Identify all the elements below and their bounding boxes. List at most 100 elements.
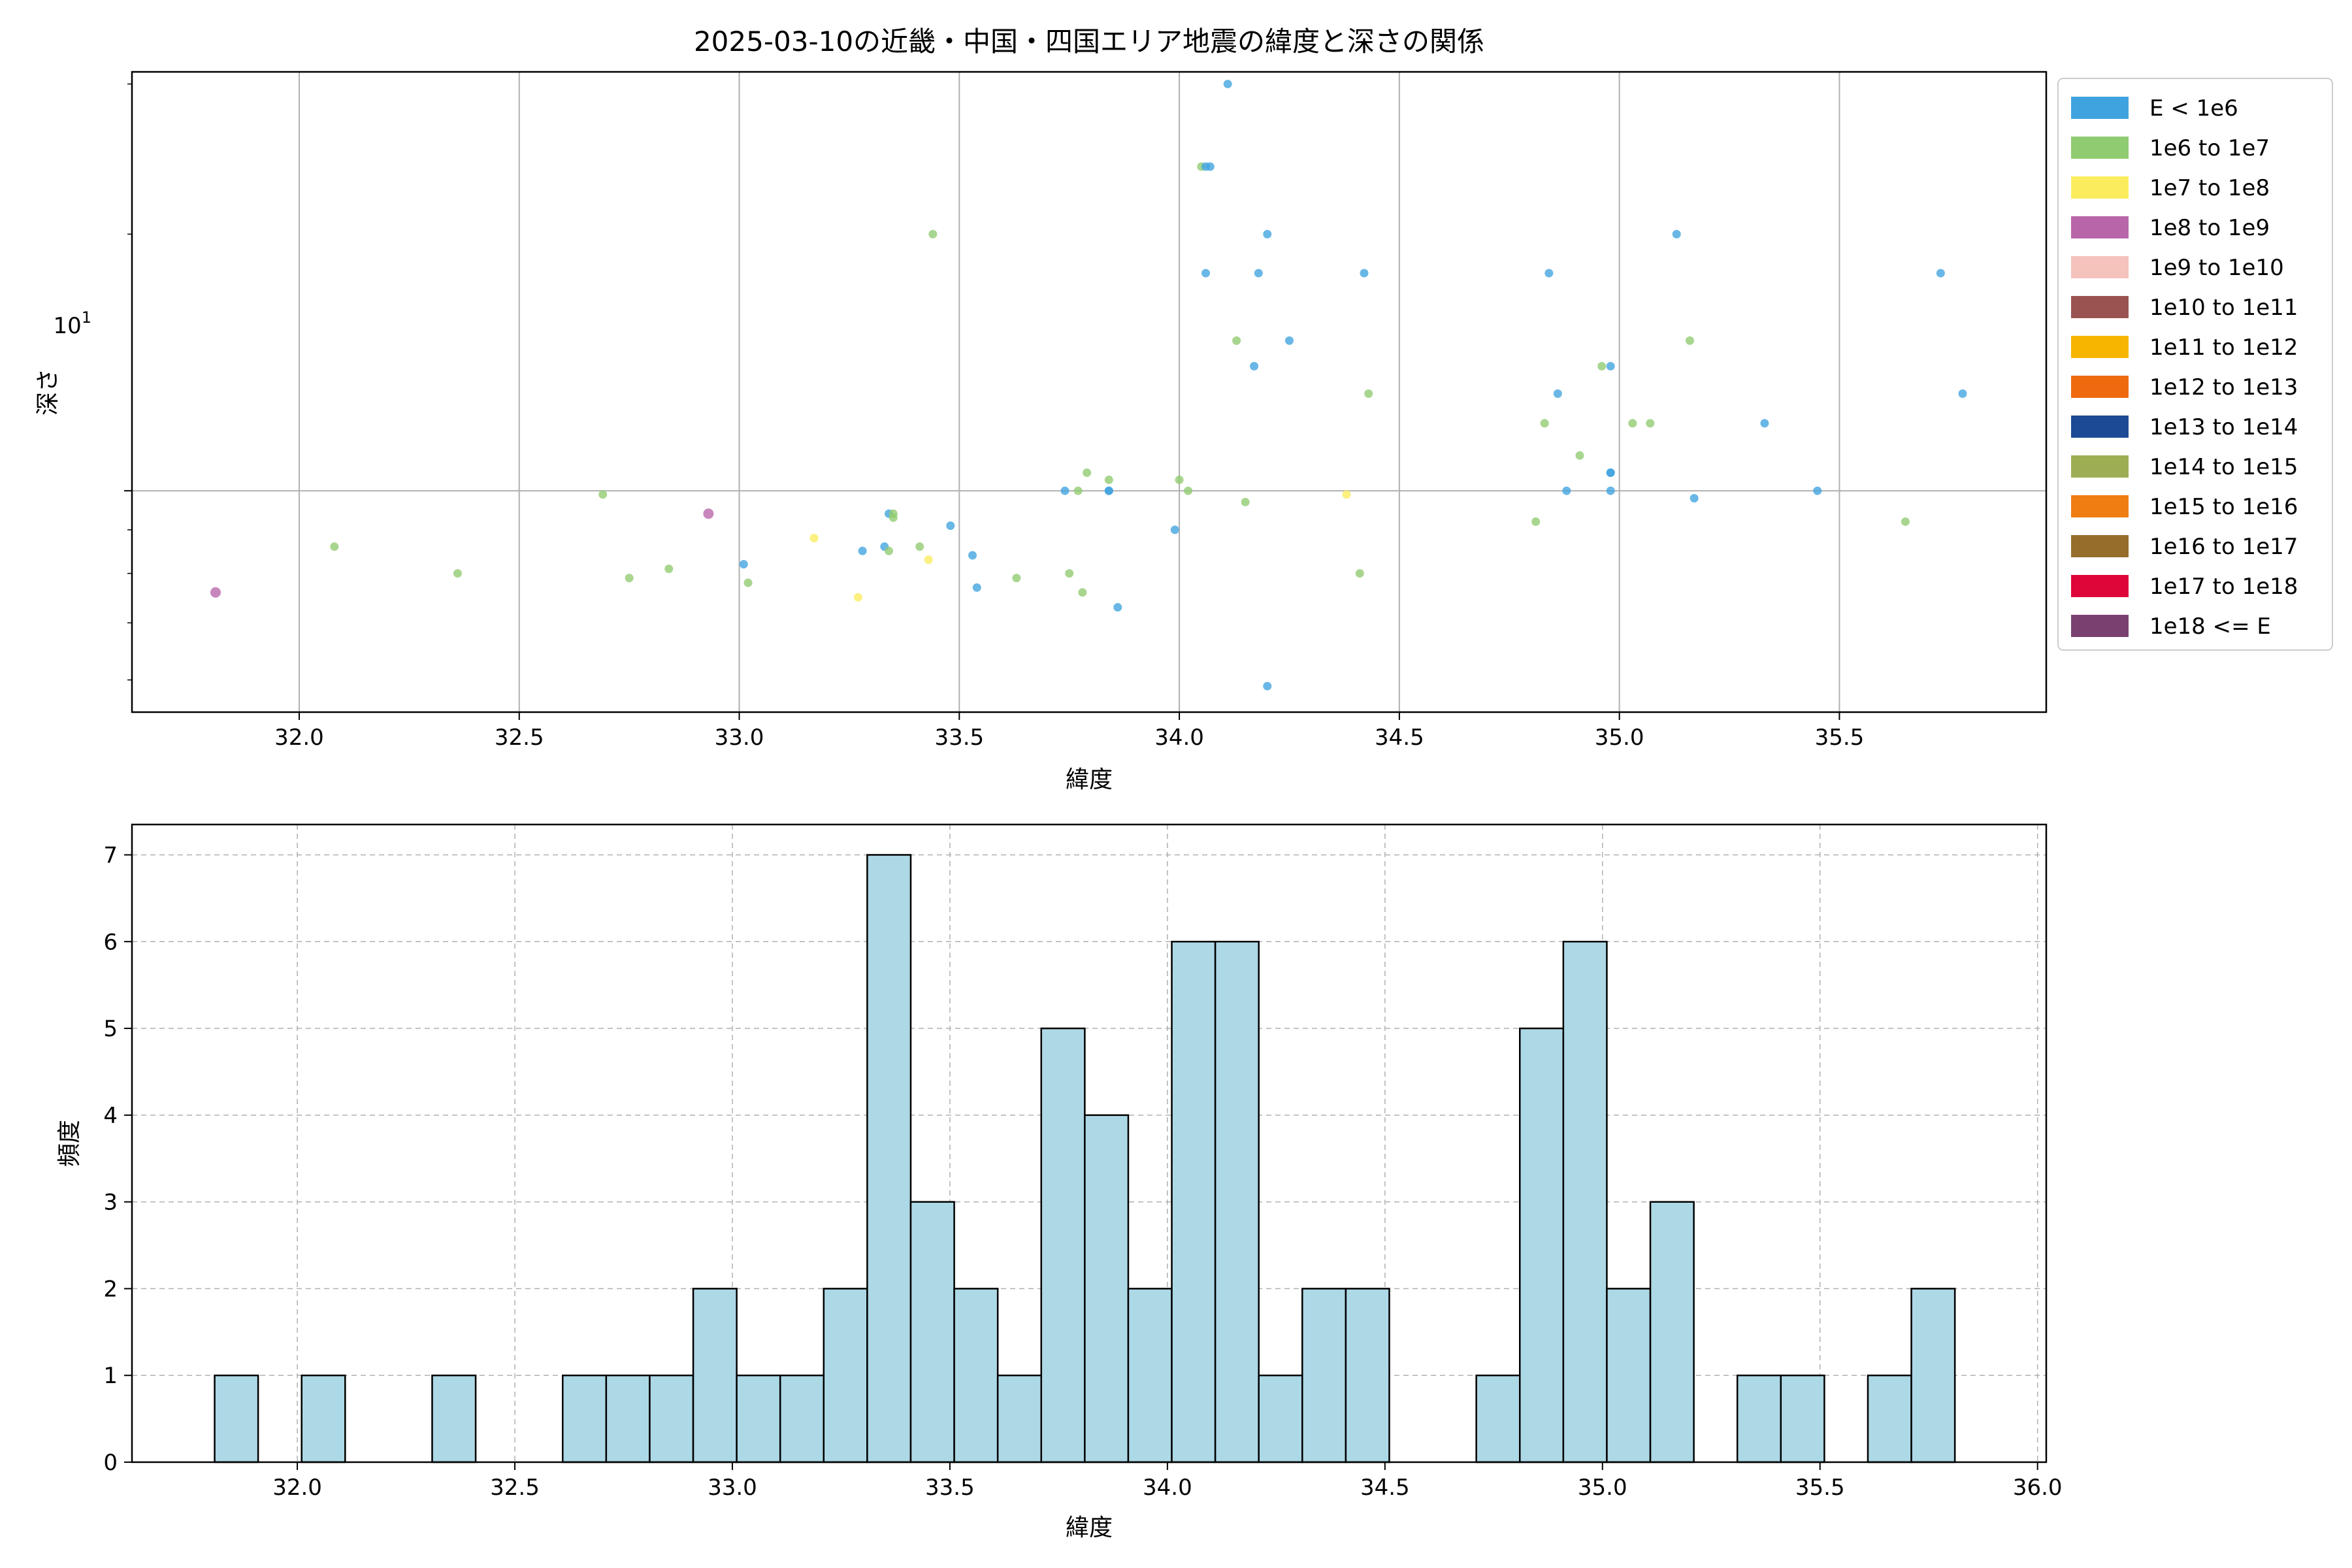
scatter-x-ticks: 32.0 32.5 33.0 33.5 34.0 34.5 35.0 35.5 xyxy=(274,712,1864,751)
scatter-point xyxy=(1113,603,1122,612)
legend-swatch xyxy=(2071,296,2129,318)
scatter-point xyxy=(1184,486,1193,495)
histogram-x-tick-label: 33.0 xyxy=(708,1475,757,1501)
histogram-y-tick-label: 7 xyxy=(103,842,118,868)
scatter-x-tick-label: 35.5 xyxy=(1815,725,1865,751)
scatter-point xyxy=(1544,269,1554,278)
histogram-bar xyxy=(692,1288,738,1463)
scatter-point xyxy=(453,569,462,578)
legend-label: 1e10 to 1e11 xyxy=(2149,295,2298,321)
scatter-point xyxy=(1342,490,1351,499)
legend-label: 1e16 to 1e17 xyxy=(2149,534,2298,560)
histogram-x-ticks: 32.0 32.5 33.0 33.5 34.0 34.5 35.0 35.5 36.0 xyxy=(272,1462,2063,1501)
legend-label: 1e13 to 1e14 xyxy=(2149,414,2298,440)
legend-label: E < 1e6 xyxy=(2149,95,2238,122)
legend-swatch xyxy=(2071,615,2129,637)
scatter-point xyxy=(946,521,955,531)
histogram-y-tick-label: 2 xyxy=(103,1276,118,1302)
histogram-y-tick-label: 4 xyxy=(103,1103,118,1129)
scatter-title: 2025-03-10の近畿・中国・四国エリア地震の緯度と深さの関係 xyxy=(694,25,1484,57)
histogram-bar xyxy=(866,854,912,1463)
histogram-bar xyxy=(1040,1027,1086,1463)
histogram-bar xyxy=(1345,1288,1390,1463)
scatter-point xyxy=(1175,475,1184,484)
scatter-point xyxy=(1263,229,1272,238)
legend-swatch xyxy=(2071,176,2129,199)
legend-swatch xyxy=(2071,216,2129,238)
histogram-bar xyxy=(1606,1288,1652,1463)
scatter-y-label: 深さ xyxy=(35,368,61,416)
legend-label: 1e12 to 1e13 xyxy=(2149,374,2298,400)
histogram-y-tick-label: 0 xyxy=(103,1450,118,1476)
histogram-bar xyxy=(649,1374,694,1463)
histogram-y-ticks: 0 1 2 3 4 5 6 7 xyxy=(103,842,132,1476)
scatter-point xyxy=(1065,569,1074,578)
histogram-bar xyxy=(823,1288,868,1463)
legend-label: 1e17 to 1e18 xyxy=(2149,574,2298,600)
scatter-point xyxy=(1284,336,1294,345)
scatter-point xyxy=(1364,389,1373,399)
scatter-point xyxy=(1690,494,1699,503)
histogram-bar xyxy=(1301,1288,1347,1463)
scatter-point xyxy=(1012,574,1021,583)
scatter-frame xyxy=(131,71,2048,713)
histogram-bar xyxy=(1475,1374,1521,1463)
scatter-point xyxy=(703,508,714,519)
histogram-axes: 32.0 32.5 33.0 33.5 34.0 34.5 35.0 35.5 36.0 0 1 2… xyxy=(56,823,2063,1541)
scatter-point xyxy=(1254,269,1263,278)
scatter-point xyxy=(210,587,221,598)
legend: E < 1e6 1e6 to 1e7 1e7 to 1e8 1e8 to 1e9 1e9… xyxy=(2057,78,2333,651)
legend-frame xyxy=(2057,78,2333,651)
scatter-point xyxy=(924,555,933,564)
legend-label: 1e8 to 1e9 xyxy=(2149,215,2270,241)
scatter-point xyxy=(625,574,634,583)
histogram-bar xyxy=(605,1374,651,1463)
scatter-grid xyxy=(132,72,2046,712)
histogram-bar xyxy=(996,1374,1042,1463)
scatter-point xyxy=(1597,362,1607,371)
scatter-point xyxy=(1901,517,1910,526)
scatter-point xyxy=(1223,80,1232,89)
scatter-point xyxy=(664,564,674,574)
legend-swatch xyxy=(2071,535,2129,557)
legend-label: 1e7 to 1e8 xyxy=(2149,175,2270,201)
histogram-bar xyxy=(1127,1288,1173,1463)
histogram-bar xyxy=(214,1374,259,1463)
scatter-axes: 2025-03-10の近畿・中国・四国エリア地震の緯度と深さの関係 32.0 32… xyxy=(35,25,2048,793)
histogram-x-tick-label: 36.0 xyxy=(2013,1475,2063,1501)
histogram-bar xyxy=(1910,1288,1956,1463)
legend-swatch xyxy=(2071,416,2129,438)
scatter-point xyxy=(858,546,867,555)
legend-label: 1e11 to 1e12 xyxy=(2149,335,2298,361)
legend-swatch xyxy=(2071,336,2129,358)
histogram-bar xyxy=(1171,941,1217,1463)
scatter-point xyxy=(972,583,981,592)
scatter-point xyxy=(885,546,894,555)
scatter-point xyxy=(739,560,748,569)
scatter-point xyxy=(1083,468,1092,478)
legend-label: 1e6 to 1e7 xyxy=(2149,135,2270,161)
histogram-bar xyxy=(301,1374,346,1463)
histogram-x-tick-label: 33.5 xyxy=(925,1475,975,1501)
legend-swatch xyxy=(2071,137,2129,159)
scatter-point xyxy=(1606,486,1615,495)
histogram-x-tick-label: 34.0 xyxy=(1143,1475,1192,1501)
scatter-point xyxy=(1553,389,1562,399)
scatter-point xyxy=(1360,269,1369,278)
scatter-point xyxy=(1958,389,1967,399)
scatter-point xyxy=(1078,588,1087,597)
scatter-point xyxy=(928,229,938,238)
scatter-point xyxy=(889,509,898,518)
scatter-point xyxy=(1205,162,1215,171)
scatter-point xyxy=(915,542,924,551)
scatter-y-tick-label: 101 xyxy=(53,308,91,339)
scatter-point xyxy=(1201,269,1210,278)
histogram-bar xyxy=(562,1374,608,1463)
legend-label: 1e15 to 1e16 xyxy=(2149,494,2298,520)
scatter-point xyxy=(1606,362,1615,371)
scatter-point xyxy=(1073,486,1083,495)
scatter-point xyxy=(968,551,977,560)
histogram-x-tick-label: 35.0 xyxy=(1578,1475,1627,1501)
scatter-point xyxy=(1813,486,1822,495)
scatter-point xyxy=(743,578,753,587)
